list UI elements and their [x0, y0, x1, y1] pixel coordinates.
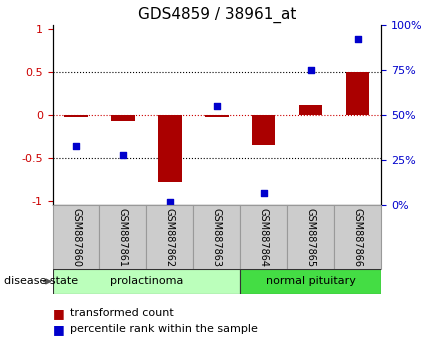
Point	[120, 152, 127, 158]
Bar	[240, 205, 287, 269]
Text: GSM887864: GSM887864	[259, 208, 269, 267]
Text: GSM887865: GSM887865	[306, 207, 316, 267]
Bar	[193, 205, 240, 269]
Point	[166, 199, 173, 205]
Title: GDS4859 / 38961_at: GDS4859 / 38961_at	[138, 7, 296, 23]
Text: GSM887866: GSM887866	[353, 208, 363, 267]
Point	[354, 36, 361, 42]
Bar	[64, 115, 88, 117]
Text: ■: ■	[53, 307, 64, 320]
Bar	[146, 205, 193, 269]
Text: percentile rank within the sample: percentile rank within the sample	[70, 324, 258, 334]
Point	[260, 190, 267, 195]
Point	[213, 103, 220, 109]
Text: transformed count: transformed count	[70, 308, 174, 318]
Bar	[287, 205, 334, 269]
Bar	[99, 205, 146, 269]
Bar	[53, 269, 240, 294]
Text: disease state: disease state	[4, 276, 78, 286]
Text: GSM887861: GSM887861	[118, 208, 128, 267]
Text: normal pituitary: normal pituitary	[266, 276, 356, 286]
Bar	[346, 72, 369, 115]
Text: GSM887860: GSM887860	[71, 208, 81, 267]
Bar	[53, 205, 99, 269]
Text: GSM887862: GSM887862	[165, 207, 175, 267]
Bar	[334, 205, 381, 269]
Point	[73, 143, 80, 149]
Text: prolactinoma: prolactinoma	[110, 276, 183, 286]
Bar	[158, 115, 182, 182]
Bar	[205, 115, 229, 117]
Bar	[240, 269, 381, 294]
Text: GSM887863: GSM887863	[212, 208, 222, 267]
Bar	[252, 115, 276, 145]
Bar	[111, 115, 135, 121]
Text: ■: ■	[53, 323, 64, 336]
Point	[307, 67, 314, 73]
Bar	[299, 105, 322, 115]
